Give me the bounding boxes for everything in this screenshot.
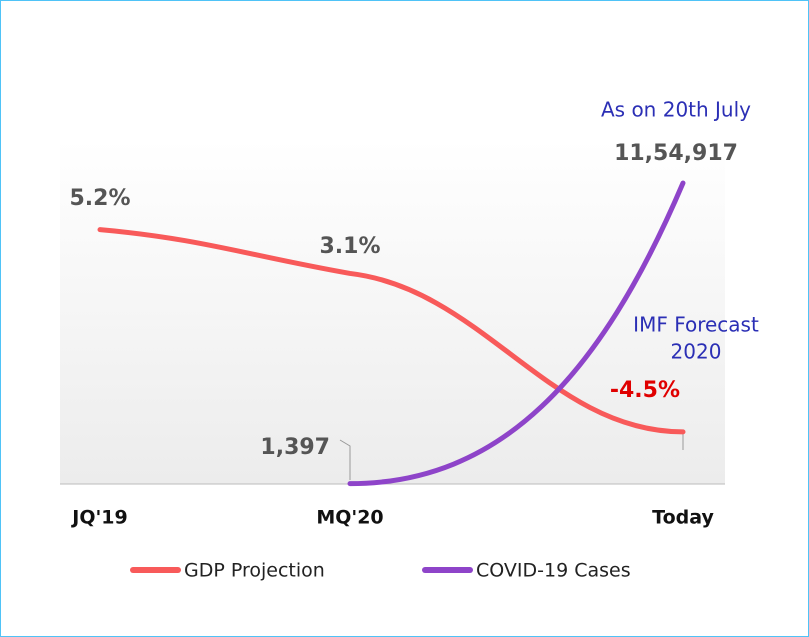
data-label: 1,397 bbox=[260, 435, 330, 460]
annotation: As on 20th July bbox=[601, 98, 751, 122]
data-label: 5.2% bbox=[69, 186, 130, 211]
leader-line bbox=[339, 439, 351, 480]
annotation: 2020 bbox=[671, 340, 722, 364]
series-line bbox=[97, 227, 686, 435]
x-tick-label: Today bbox=[652, 507, 714, 529]
data-label: 11,54,917 bbox=[614, 141, 738, 166]
legend-label: COVID-19 Cases bbox=[476, 560, 631, 582]
plot-area bbox=[60, 140, 725, 484]
legend-label: GDP Projection bbox=[184, 560, 325, 582]
series-line bbox=[347, 180, 686, 487]
data-label: -4.5% bbox=[610, 378, 680, 403]
data-label: 3.1% bbox=[319, 234, 380, 259]
x-tick-label: MQ'20 bbox=[316, 507, 383, 529]
annotation: IMF Forecast bbox=[633, 313, 759, 337]
x-tick-label: JQ'19 bbox=[70, 507, 127, 529]
